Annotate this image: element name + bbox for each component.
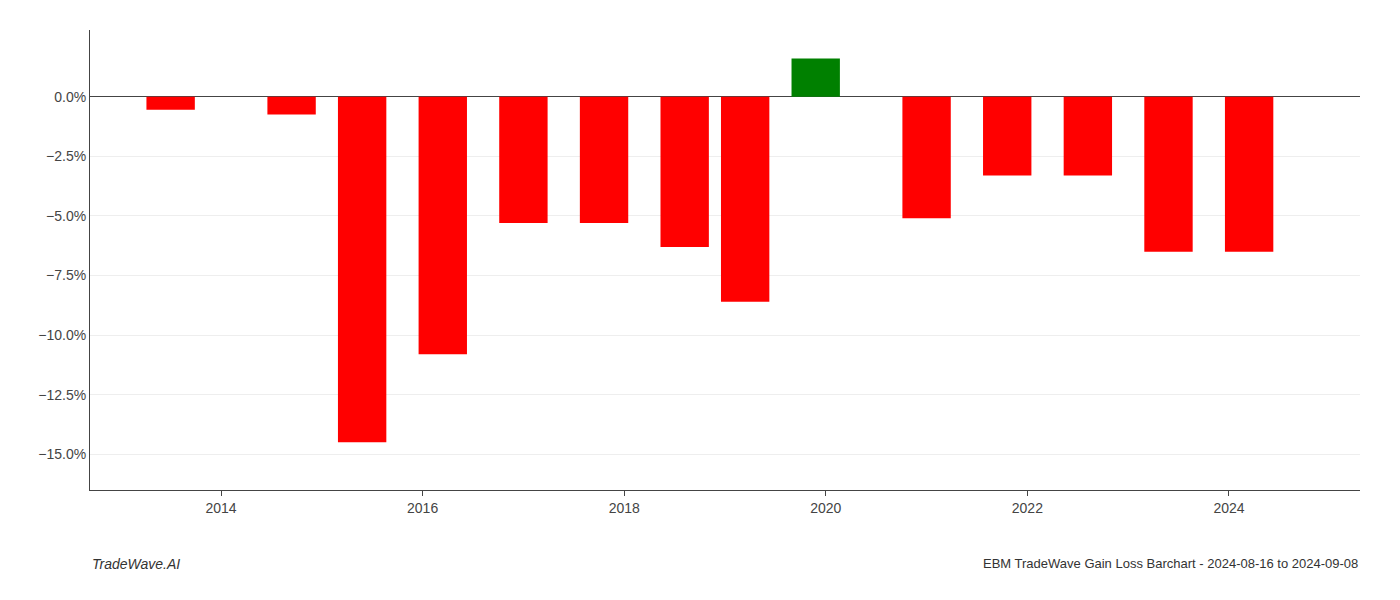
svg-text:0.0%: 0.0% xyxy=(54,89,86,105)
svg-text:−2.5%: −2.5% xyxy=(46,148,86,164)
svg-text:−5.0%: −5.0% xyxy=(46,208,86,224)
svg-text:2018: 2018 xyxy=(609,500,640,516)
svg-text:−12.5%: −12.5% xyxy=(38,387,86,403)
svg-text:EBM TradeWave Gain Loss Barcha: EBM TradeWave Gain Loss Barchart - 2024-… xyxy=(983,556,1358,571)
svg-text:TradeWave.AI: TradeWave.AI xyxy=(92,556,180,572)
svg-text:−7.5%: −7.5% xyxy=(46,267,86,283)
svg-text:−10.0%: −10.0% xyxy=(38,327,86,343)
svg-text:−15.0%: −15.0% xyxy=(38,446,86,462)
svg-text:2024: 2024 xyxy=(1213,500,1244,516)
svg-text:2022: 2022 xyxy=(1012,500,1043,516)
svg-text:2014: 2014 xyxy=(205,500,236,516)
svg-text:2016: 2016 xyxy=(407,500,438,516)
svg-text:2020: 2020 xyxy=(810,500,841,516)
